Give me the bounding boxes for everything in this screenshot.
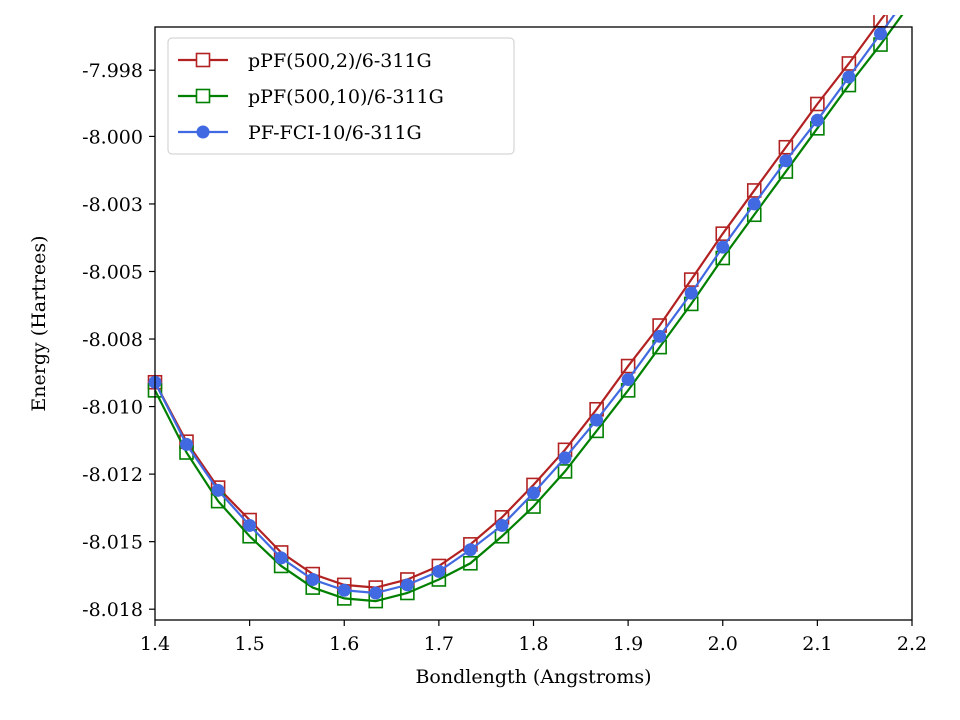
y-tick-label: -7.998	[82, 60, 143, 82]
y-tick-label: -8.008	[82, 329, 143, 351]
data-point	[337, 583, 351, 597]
data-point	[558, 451, 572, 465]
data-point	[620, 358, 636, 374]
y-tick-label: -8.012	[82, 464, 143, 486]
data-point	[369, 586, 383, 600]
data-point	[747, 197, 761, 211]
data-point	[810, 96, 825, 112]
legend-marker	[195, 52, 211, 68]
data-point	[211, 483, 225, 497]
series-3	[148, 15, 896, 600]
data-point	[557, 464, 573, 479]
legend-marker	[196, 125, 210, 139]
legend-item: PF-FCI-10/6-311G	[178, 122, 422, 144]
x-axis-label: Bondlength (Angstroms)	[415, 666, 651, 688]
legend-box	[167, 37, 515, 155]
x-tick-label: 1.8	[518, 633, 548, 655]
y-tick-label: -8.018	[82, 599, 143, 621]
x-tick-label: 2.0	[708, 633, 738, 655]
legend-item: pPF(500,2)/6-311G	[178, 50, 432, 72]
data-point	[684, 286, 698, 300]
data-point	[180, 437, 194, 451]
data-point	[274, 551, 288, 565]
legend-label: pPF(500,10)/6-311G	[248, 86, 444, 108]
x-tick-label: 2.2	[897, 633, 927, 655]
x-tick-label: 1.6	[329, 633, 359, 655]
data-point	[653, 329, 667, 343]
legend-label: PF-FCI-10/6-311G	[248, 122, 422, 144]
data-point	[716, 240, 730, 254]
legend-item: pPF(500,10)/6-311G	[178, 86, 444, 108]
series-line	[154, 15, 904, 603]
data-point	[842, 70, 856, 84]
data-point	[243, 518, 257, 532]
y-tick-label: -8.005	[82, 261, 143, 283]
data-point	[906, 0, 919, 8]
data-point	[526, 499, 541, 514]
y-tick-label: -8.000	[82, 126, 143, 148]
data-point	[810, 113, 824, 127]
data-point	[463, 543, 477, 557]
data-point	[621, 373, 635, 387]
x-tick-label: 1.5	[235, 633, 265, 655]
x-axis-ticks: 1.4 1.5 1.6 1.7 1.8 1.9 2.0 2.1 2.2	[140, 620, 927, 655]
data-point	[683, 272, 699, 287]
data-point	[715, 226, 731, 241]
x-tick-label: 2.1	[802, 633, 832, 655]
data-point	[841, 56, 857, 71]
data-point	[746, 183, 762, 198]
data-point	[495, 518, 509, 532]
y-tick-label: -8.015	[82, 532, 143, 554]
data-point	[432, 564, 446, 578]
legend-marker	[195, 88, 211, 104]
series-2	[147, 0, 919, 609]
x-tick-label: 1.9	[613, 633, 643, 655]
y-axis-label: Energy (Hartrees)	[28, 235, 50, 411]
legend-label: pPF(500,2)/6-311G	[248, 50, 432, 72]
x-tick-label: 1.4	[140, 633, 170, 655]
data-point	[306, 572, 320, 586]
y-axis-ticks: -7.998 -8.000 -8.003 -8.005 -8.008 -8.010 -8.0…	[82, 60, 155, 621]
data-point	[527, 486, 540, 500]
data-point	[400, 578, 414, 592]
y-tick-label: -8.003	[82, 194, 143, 216]
series-layer	[147, 0, 919, 609]
data-point	[590, 413, 604, 427]
legend: pPF(500,2)/6-311G pPF(500,10)/6-311G PF-FC…	[167, 37, 515, 155]
data-point	[463, 555, 478, 571]
data-point	[779, 154, 793, 168]
y-tick-label: -8.010	[82, 397, 143, 419]
x-tick-label: 1.7	[424, 633, 454, 655]
data-point	[873, 27, 887, 41]
data-point	[778, 139, 794, 155]
